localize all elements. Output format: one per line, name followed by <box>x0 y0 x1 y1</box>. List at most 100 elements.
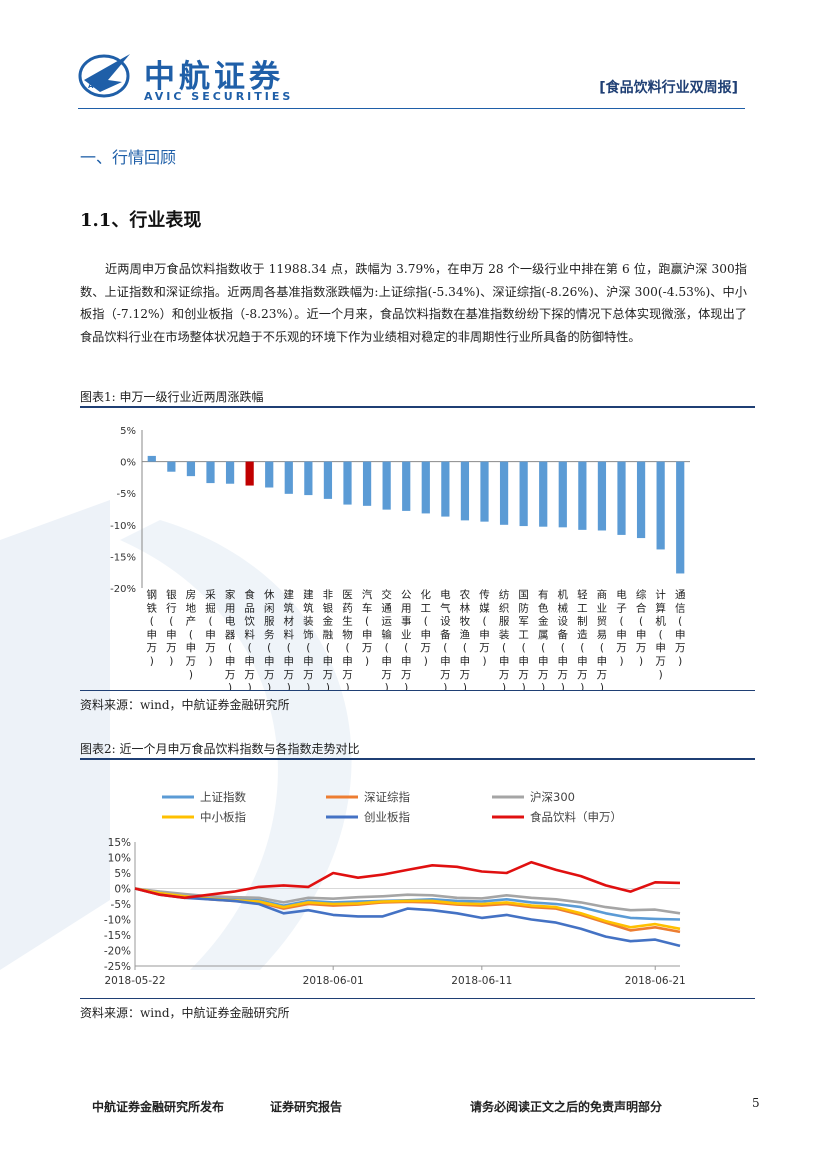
footer-disclaimer-notice: 请务必阅读正文之后的免责声明部分 <box>470 1100 663 1114</box>
category-label: 食品饮料(申万) <box>244 588 255 690</box>
category-label: 综合(申万) <box>636 588 647 668</box>
category-label: 农林牧渔(申万) <box>460 588 471 690</box>
y-tick-label: -15% <box>104 930 131 942</box>
series-line <box>134 887 681 915</box>
legend-label: 上证指数 <box>200 790 246 804</box>
bar <box>421 461 430 514</box>
category-label: 机械设备(申万) <box>558 588 569 690</box>
y-tick-label: -25% <box>104 961 131 973</box>
category-label: 轻工制造(申万) <box>577 588 588 690</box>
category-label: 建筑装饰(申万) <box>303 588 314 690</box>
report-type-label: [食品饮料行业双周报] <box>599 80 738 96</box>
bar <box>617 461 626 535</box>
sub-heading: 1.1、行业表现 <box>80 210 202 231</box>
avic-logo-icon: AVIC <box>78 54 130 98</box>
y-tick-label: -5% <box>111 899 131 911</box>
series-line <box>134 887 681 948</box>
legend-label: 创业板指 <box>364 810 410 824</box>
figure2-top-rule <box>80 758 755 760</box>
figure1-source: 资料来源：wind，中航证券金融研究所 <box>80 698 290 712</box>
bar <box>304 461 313 496</box>
category-label: 休闲服务(申万) <box>264 589 275 690</box>
category-label: 非银金融(申万) <box>323 589 334 690</box>
bar <box>323 461 333 499</box>
logo-english-name: AVIC SECURITIES <box>144 90 294 103</box>
bar <box>441 461 450 517</box>
section-heading: 一、行情回顾 <box>80 148 177 167</box>
y-tick-label: 5% <box>114 868 131 880</box>
bar <box>578 461 587 530</box>
bar <box>676 461 685 574</box>
bar <box>186 461 196 477</box>
y-tick-label: 0% <box>120 458 136 469</box>
figure1-bottom-rule <box>80 690 755 691</box>
category-label: 房地产(申万) <box>186 588 197 681</box>
category-label: 交通运输(申万) <box>381 588 392 690</box>
category-label: 传媒(申万) <box>479 589 490 668</box>
logo-mark-text: AVIC <box>88 82 106 90</box>
bar <box>225 461 235 484</box>
y-tick-label: -15% <box>110 552 136 563</box>
bar <box>245 461 254 486</box>
category-label: 银行(申万) <box>166 588 177 668</box>
category-label: 纺织服装(申万) <box>499 588 510 690</box>
index-trend-line-chart: 上证指数 深证综指 沪深300 中小板指 创业板指 食品饮料（申万） 15% 10% 5% 0% -… <box>104 790 686 987</box>
industry-bar-chart: 5% 0% -5% -10% -15% -20% 钢铁(申万) 银行(申万) 房地产(申万) 采掘… <box>110 426 690 690</box>
category-label: 通信(申万) <box>675 589 686 668</box>
bar <box>656 461 665 550</box>
figure2-bottom-rule <box>80 998 755 999</box>
logo-chinese-name: 中航证券 <box>144 59 284 95</box>
bar <box>460 461 470 521</box>
category-label: 商业贸易(申万) <box>597 588 608 690</box>
y-tick-label: -10% <box>104 915 131 927</box>
legend-label: 深证综指 <box>364 790 410 804</box>
category-label: 化工(申万) <box>421 588 432 668</box>
bar <box>284 461 293 494</box>
bar <box>636 461 646 539</box>
y-tick-label: -20% <box>104 946 131 958</box>
bar <box>519 461 528 527</box>
x-tick-label: 2018-06-11 <box>451 975 512 987</box>
bar <box>382 461 391 510</box>
y-tick-label: -10% <box>110 521 136 532</box>
y-tick-label: 0% <box>114 884 131 896</box>
figure1-title: 图表1: 申万一级行业近两周涨跌幅 <box>80 390 264 404</box>
bar <box>597 461 607 531</box>
category-label: 建筑材料(申万) <box>284 588 295 690</box>
legend-label: 中小板指 <box>200 810 246 824</box>
bar <box>265 461 274 488</box>
bar <box>206 461 215 484</box>
series-line <box>134 860 681 900</box>
category-label: 家用电器(申万) <box>225 588 236 690</box>
y-tick-label: -5% <box>117 489 136 500</box>
category-label: 计算机(申万) <box>655 588 666 681</box>
legend-label: 沪深300 <box>530 790 575 804</box>
bar <box>147 455 156 462</box>
category-label: 有色金属(申万) <box>538 588 549 690</box>
footer-publisher: 中航证券金融研究所发布 <box>92 1100 225 1114</box>
category-label: 国防军工(申万) <box>518 589 529 690</box>
y-tick-label: 5% <box>120 426 136 437</box>
legend-label: 食品饮料（申万） <box>530 810 622 824</box>
footer-report-type: 证券研究报告 <box>270 1100 343 1114</box>
y-tick-label: 15% <box>108 837 131 849</box>
body-paragraph: 近两周申万食品饮料指数收于 11988.34 点，跌幅为 3.79%，在申万 2… <box>80 262 747 344</box>
category-label: 汽车(申万) <box>362 588 373 668</box>
category-label: 电子(申万) <box>616 588 627 668</box>
bar <box>539 461 548 527</box>
category-label: 钢铁(申万) <box>147 588 158 668</box>
bar <box>480 461 489 522</box>
figure2-source: 资料来源：wind，中航证券金融研究所 <box>80 1006 290 1020</box>
y-tick-label: 10% <box>108 853 131 865</box>
x-tick-label: 2018-06-01 <box>303 975 364 987</box>
category-label: 公用事业(申万) <box>401 589 412 690</box>
figure2-title: 图表2: 近一个月申万食品饮料指数与各指数走势对比 <box>80 742 360 756</box>
bar <box>343 461 352 505</box>
category-label: 电气设备(申万) <box>440 588 451 690</box>
category-label: 医药生物(申万) <box>342 589 353 690</box>
bar <box>499 461 509 525</box>
header-divider <box>78 108 745 109</box>
x-tick-label: 2018-05-22 <box>104 975 165 987</box>
x-tick-label: 2018-06-21 <box>625 975 686 987</box>
bar <box>362 461 372 506</box>
